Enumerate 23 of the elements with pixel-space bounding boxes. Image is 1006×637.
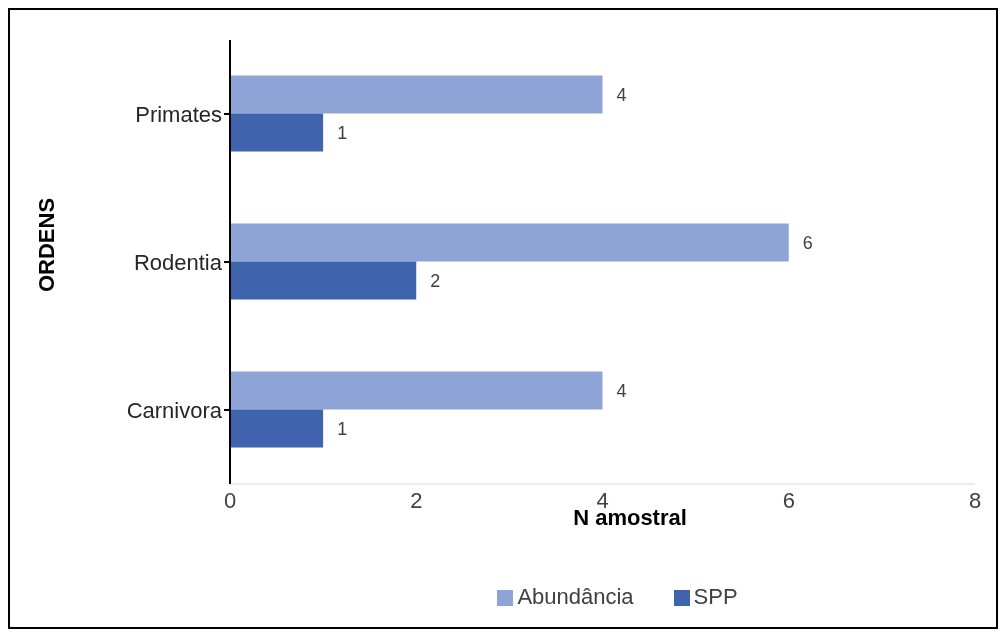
data-label: 6 — [802, 232, 813, 253]
y-tick-label: Primates — [135, 101, 222, 127]
x-tick-label: 8 — [968, 487, 982, 513]
bar — [230, 261, 417, 300]
legend-label: Abundância — [517, 584, 634, 609]
y-axis-title: ORDENS — [34, 197, 60, 293]
bar — [230, 75, 603, 114]
data-label: 4 — [616, 380, 627, 401]
data-label: 4 — [616, 84, 627, 105]
y-tick-label: Rodentia — [133, 249, 223, 275]
data-label: 1 — [337, 122, 348, 143]
x-tick-label: 0 — [223, 487, 237, 513]
y-tick-label: Carnivora — [126, 397, 223, 423]
bar — [230, 223, 789, 262]
legend-label: SPP — [693, 584, 738, 609]
x-tick-label: 2 — [410, 487, 423, 513]
x-tick-label: 4 — [596, 487, 609, 513]
bar — [230, 113, 324, 152]
bar — [230, 371, 603, 410]
x-tick-label: 6 — [782, 487, 795, 513]
data-label: 1 — [337, 418, 348, 439]
bar — [230, 409, 324, 448]
data-label: 2 — [430, 270, 441, 291]
